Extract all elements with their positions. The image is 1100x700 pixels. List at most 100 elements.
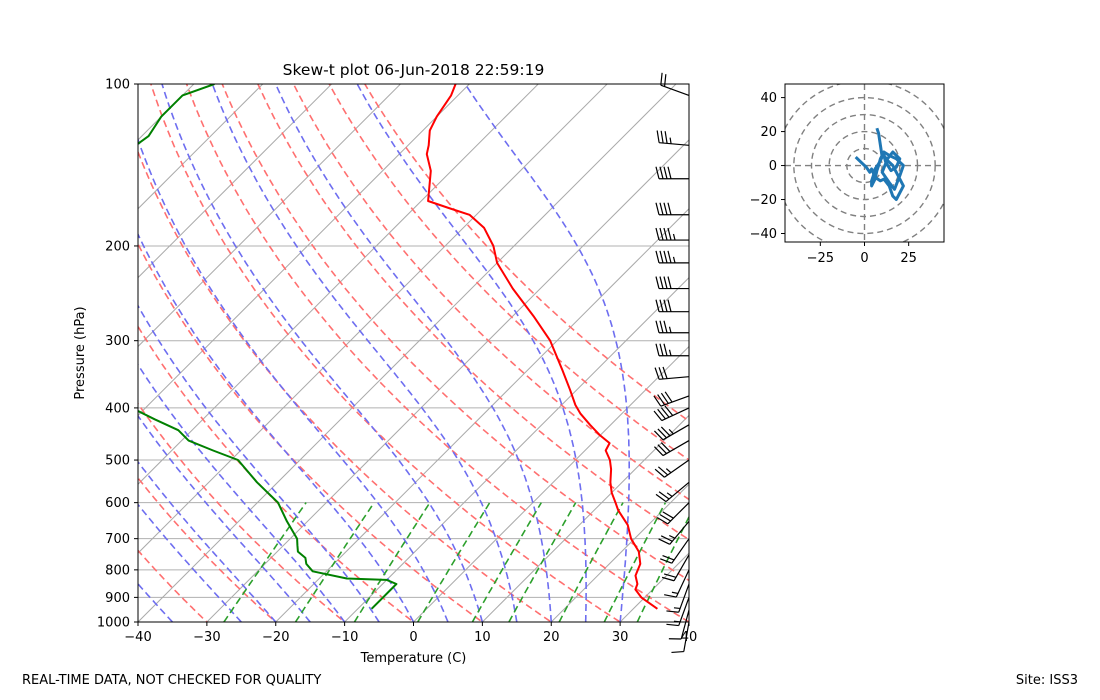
wind-barb: [660, 538, 690, 564]
isotherm: [138, 84, 471, 417]
mixing-ratio-line: [636, 515, 689, 622]
wind-barb-full: [659, 166, 664, 179]
wind-barb: [653, 391, 690, 407]
wind-barb-half: [666, 492, 673, 497]
wind-barb-full: [655, 250, 660, 263]
mixing-ratio-line: [603, 502, 667, 622]
wind-barb: [653, 405, 690, 422]
moist-adiabat: [138, 137, 449, 622]
wind-barb-full: [667, 227, 672, 241]
mixing-ratio-line: [558, 502, 624, 622]
wind-barb-full: [653, 410, 663, 421]
wind-barb: [666, 597, 690, 627]
wind-barb-full: [655, 276, 660, 289]
moist-adiabat: [161, 84, 484, 622]
wind-barb-full: [667, 276, 672, 289]
wind-barb-staff: [667, 502, 690, 525]
wind-barb-full: [671, 650, 684, 654]
x-tick-label: 10: [474, 630, 491, 645]
wind-barb-staff: [678, 583, 690, 613]
isotherm: [138, 84, 539, 485]
wind-barb-full: [663, 299, 668, 312]
isotherm: [275, 208, 689, 622]
dry-adiabat: [292, 84, 689, 501]
wind-barb-full: [659, 250, 664, 263]
wind-barb-full: [664, 131, 668, 144]
wind-barb-full: [663, 227, 668, 241]
wind-barb-full: [659, 202, 664, 215]
y-tick-label: 500: [105, 454, 130, 469]
dry-adiabat: [221, 84, 689, 582]
mixing-ratio-line: [294, 502, 375, 622]
wind-barb-full: [655, 299, 660, 312]
wind-barb-half: [668, 326, 672, 333]
wind-barbs: [653, 72, 690, 654]
y-tick-label: 800: [105, 563, 130, 578]
x-axis-label: Temperature (C): [360, 651, 467, 666]
wind-barb-full: [654, 468, 665, 478]
wind-barb-full: [663, 74, 667, 87]
wind-barb: [654, 459, 690, 478]
x-tick-label: −20: [262, 630, 289, 645]
wind-barb-full: [655, 227, 660, 241]
wind-barb-full: [660, 130, 664, 144]
wind-barb: [656, 502, 690, 525]
wind-barb-full: [655, 202, 660, 215]
wind-barb: [655, 343, 689, 357]
hodograph-x-tick-label: 25: [900, 251, 917, 266]
wind-barb-full: [663, 166, 668, 179]
wind-barb-staff: [660, 395, 690, 407]
wind-barb-full: [663, 202, 668, 215]
y-tick-label: 300: [105, 334, 130, 349]
wind-barb-full: [659, 227, 664, 241]
wind-barb-full: [653, 430, 664, 441]
wind-barb: [666, 583, 690, 613]
wind-barb-full: [657, 408, 666, 420]
wind-barb-full: [658, 491, 670, 500]
wind-barb-staff: [660, 84, 690, 96]
wind-barb-full: [667, 202, 672, 215]
wind-barb: [664, 569, 690, 598]
moist-adiabat: [138, 363, 346, 622]
moist-adiabat: [464, 84, 631, 622]
wind-barb-full: [664, 391, 673, 403]
wind-barb-full: [663, 343, 668, 356]
isotherm: [138, 84, 333, 279]
mixing-ratio-line: [508, 502, 577, 622]
y-tick-label: 100: [105, 78, 130, 93]
x-tick-label: −30: [193, 630, 220, 645]
wind-barb-full: [667, 166, 672, 179]
wind-barb-staff: [680, 609, 690, 640]
wind-barb-full: [664, 405, 674, 416]
wind-barb-full: [660, 72, 663, 86]
dry-adiabat: [257, 84, 689, 541]
moist-adiabat: [138, 232, 415, 622]
wind-barb: [653, 440, 690, 457]
hodograph-y-tick-label: −20: [750, 193, 777, 208]
dry-adiabat: [363, 84, 689, 423]
mixing-ratio-line: [471, 502, 542, 622]
hodograph-y-tick-label: −40: [750, 227, 777, 242]
temperature-profile: [425, 84, 658, 610]
wind-barb-full: [658, 538, 670, 545]
wind-barb-full: [662, 554, 675, 561]
hodograph-y-tick-label: 0: [769, 159, 777, 174]
x-tick-label: −40: [124, 630, 151, 645]
wind-barb-full: [655, 166, 660, 179]
wind-barb-half: [672, 233, 676, 241]
wind-barb-staff: [671, 538, 690, 564]
wind-barb-full: [666, 623, 679, 627]
hodograph-trace: [854, 127, 905, 201]
wind-barb-full: [663, 320, 668, 333]
wind-barb-staff: [678, 597, 690, 626]
wind-barb: [654, 366, 690, 380]
dry-adiabat: [328, 84, 689, 461]
wind-barb: [655, 227, 689, 241]
wind-barb-half: [668, 349, 672, 356]
wind-barb-full: [655, 343, 660, 356]
wind-barb: [656, 130, 690, 146]
wind-barb-full: [654, 367, 660, 380]
wind-barb-half: [671, 591, 679, 595]
wind-barb-full: [655, 493, 667, 503]
